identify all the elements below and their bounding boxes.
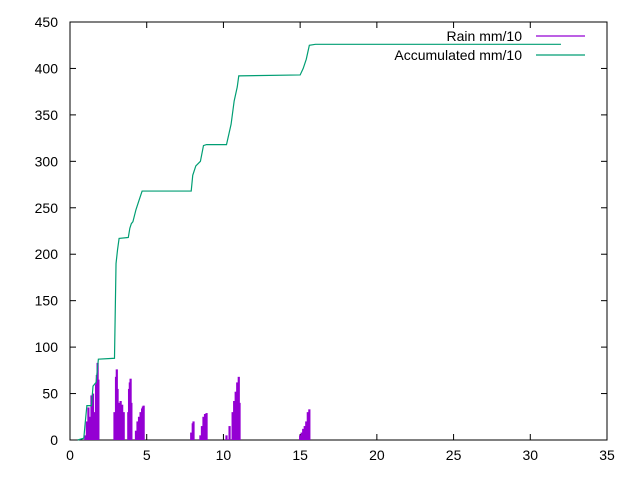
- legend-label: Accumulated mm/10: [394, 47, 522, 63]
- x-tick-label: 25: [446, 447, 462, 463]
- y-tick-label: 150: [35, 293, 59, 309]
- y-tick-label: 50: [42, 386, 58, 402]
- y-tick-label: 250: [35, 200, 59, 216]
- legend-label: Rain mm/10: [447, 28, 523, 44]
- accumulated-line: [77, 43, 561, 441]
- x-tick-label: 0: [66, 447, 74, 463]
- y-tick-label: 350: [35, 107, 59, 123]
- axis-ticks: 0 5 10 15 20 25 30 3505010015020025030035040045…: [35, 14, 615, 463]
- x-tick-label: 30: [522, 447, 538, 463]
- y-tick-label: 400: [35, 60, 59, 76]
- y-tick-label: 450: [35, 14, 59, 30]
- x-tick-label: 10: [216, 447, 232, 463]
- plot-frame: [69, 21, 608, 441]
- y-tick-label: 0: [50, 432, 58, 448]
- y-tick-label: 300: [35, 153, 59, 169]
- y-tick-label: 100: [35, 339, 59, 355]
- x-tick-label: 5: [143, 447, 151, 463]
- x-tick-label: 35: [599, 447, 615, 463]
- series-rain: [84, 362, 311, 440]
- series-accumulated: [77, 43, 561, 441]
- y-tick-label: 200: [35, 246, 59, 262]
- x-tick-label: 15: [292, 447, 308, 463]
- x-tick-label: 20: [369, 447, 385, 463]
- legend: Rain mm/10 Accumulated mm/10: [394, 28, 585, 63]
